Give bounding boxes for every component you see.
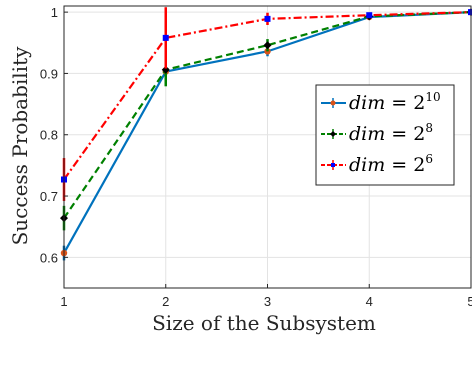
series-line [63, 11, 472, 219]
data-point [161, 65, 170, 74]
x-tick-label: 4 [366, 294, 373, 309]
x-axis-label: Size of the Subsystem [152, 311, 376, 335]
legend-item: dim = 28 [321, 121, 433, 145]
y-tick-label: 1 [51, 5, 58, 20]
axes [63, 5, 472, 289]
data-point [468, 9, 472, 16]
x-tick-label: 1 [60, 294, 67, 309]
legend-marker [331, 163, 335, 167]
y-tick-label: 0.9 [40, 66, 58, 81]
legend-marker [330, 100, 336, 106]
x-tick-label: 3 [264, 294, 271, 309]
x-tick-label: 5 [467, 294, 472, 309]
legend-label: dim = 210 [349, 90, 441, 114]
legend-label: dim = 28 [349, 121, 433, 145]
legend-item: dim = 210 [321, 90, 441, 114]
x-tick-label: 2 [162, 294, 169, 309]
legend-marker [330, 131, 336, 137]
data-point [264, 15, 271, 22]
legend-label: dim = 26 [349, 152, 433, 176]
tick-labels: 1 2 3 4 5 0.6 0.7 0.8 0.9 1 [40, 5, 472, 309]
data-point [366, 12, 373, 19]
legend-item: dim = 26 [321, 152, 433, 176]
legend: dim = 210 dim = 28 dim = 26 [315, 84, 455, 186]
y-tick-label: 0.6 [40, 250, 58, 265]
data-point [162, 34, 169, 41]
y-tick-label: 0.7 [40, 189, 58, 204]
y-tick-label: 0.8 [40, 128, 58, 143]
y-axis-label: Success Probability [8, 46, 32, 246]
data-point [263, 41, 272, 50]
